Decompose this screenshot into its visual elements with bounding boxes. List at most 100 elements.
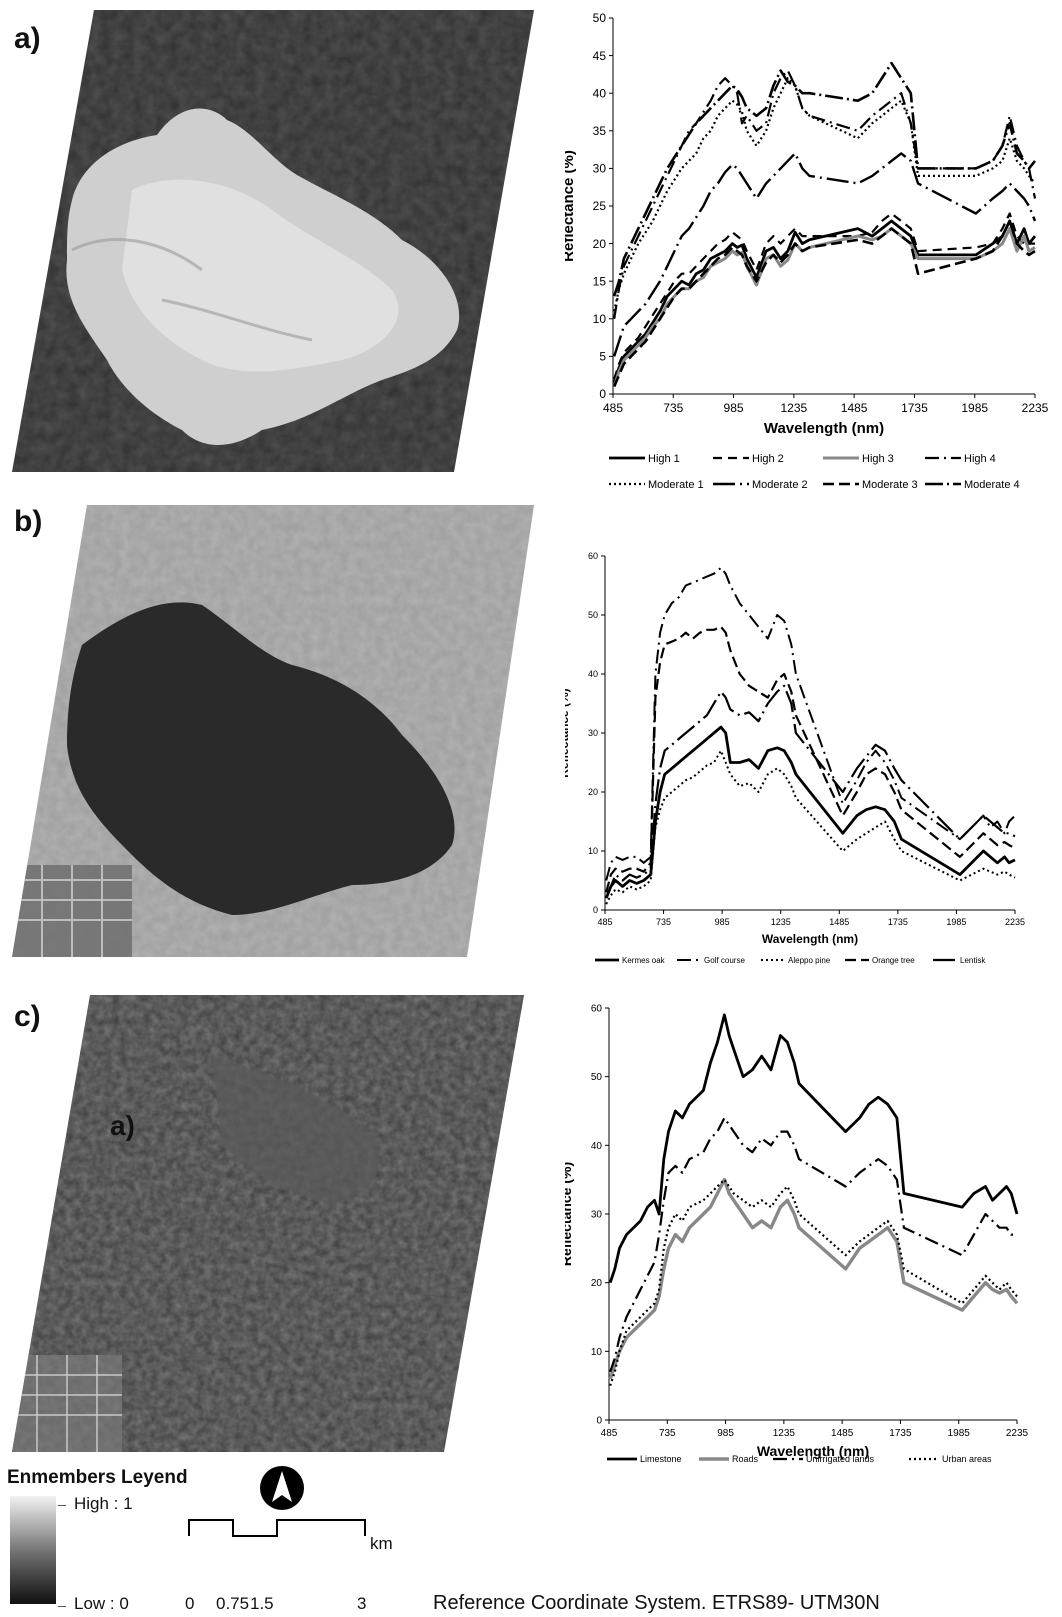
legend-label: Aleppo pine xyxy=(788,956,831,965)
y-tick-label: 0 xyxy=(593,905,598,915)
x-tick-label: 735 xyxy=(659,1428,676,1439)
legend-label: Orange tree xyxy=(872,956,915,965)
x-tick-label: 485 xyxy=(603,401,623,415)
endmember-legend-title: Enmembers Leyend xyxy=(7,1467,188,1488)
x-tick-label: 735 xyxy=(663,401,683,415)
y-tick-label: 10 xyxy=(591,1347,603,1358)
series-line-kermes-oak xyxy=(604,725,1016,899)
y-tick-label: 40 xyxy=(588,669,598,679)
y-tick-label: 5 xyxy=(599,350,606,364)
reference-coordinate-system: Reference Coordinate System. ETRS89- UTM… xyxy=(433,1592,880,1614)
x-tick-label: 985 xyxy=(717,1428,734,1439)
legend-label: Moderate 2 xyxy=(752,479,808,490)
y-tick-label: 30 xyxy=(593,162,607,176)
legend-label: High 1 xyxy=(648,453,680,465)
satellite-map-c: a) xyxy=(12,995,524,1452)
x-tick-label: 485 xyxy=(601,1428,618,1439)
x-tick-label: 1735 xyxy=(888,917,908,927)
legend-label: Limestone xyxy=(640,1454,682,1464)
x-tick-label: 2235 xyxy=(1006,1428,1029,1439)
x-tick-label: 1485 xyxy=(841,401,868,415)
y-axis-title: Reflectance (%) xyxy=(565,150,577,262)
scale-tick-15: 1.5 xyxy=(250,1594,274,1613)
x-tick-label: 1235 xyxy=(773,1428,796,1439)
series-line-limestone xyxy=(608,1013,1019,1284)
y-tick-label: 35 xyxy=(593,124,607,138)
y-tick-label: 40 xyxy=(593,86,607,100)
series-line-golf-course xyxy=(605,566,1016,881)
legend-high-label: High : 1 xyxy=(74,1494,133,1513)
y-tick-label: 60 xyxy=(591,1004,603,1015)
satellite-map-a xyxy=(12,10,534,472)
gradient-tick-high xyxy=(58,1505,66,1506)
series-line-moderate-1 xyxy=(613,77,1036,312)
y-tick-label: 45 xyxy=(593,49,607,63)
x-tick-label: 1735 xyxy=(901,401,928,415)
x-tick-label: 985 xyxy=(715,917,730,927)
series-line-high-3 xyxy=(612,227,1036,387)
legend-label: Urban areas xyxy=(942,1454,992,1464)
y-tick-label: 50 xyxy=(588,610,598,620)
series-line-moderate-2 xyxy=(613,152,1037,357)
y-tick-label: 10 xyxy=(588,846,598,856)
series-line-lentisk xyxy=(605,684,1016,899)
legend-label: Moderate 3 xyxy=(862,479,918,490)
gradient-tick-low xyxy=(58,1606,66,1607)
north-arrow-icon xyxy=(260,1466,304,1510)
y-tick-label: 40 xyxy=(591,1141,603,1152)
x-tick-label: 1235 xyxy=(771,917,791,927)
legend-label: High 2 xyxy=(752,453,784,465)
x-tick-label: 2235 xyxy=(1005,917,1025,927)
x-axis-title: Wavelength (nm) xyxy=(762,932,858,946)
legend-label: Moderate 1 xyxy=(648,479,704,490)
x-tick-label: 1485 xyxy=(829,917,849,927)
series-line-high-2 xyxy=(613,212,1035,380)
panel-label-a: a) xyxy=(14,22,41,55)
y-tick-label: 60 xyxy=(588,551,598,561)
y-tick-label: 50 xyxy=(593,11,607,25)
y-tick-label: 20 xyxy=(588,787,598,797)
series-line-roads xyxy=(608,1177,1019,1380)
y-tick-label: 50 xyxy=(591,1072,603,1083)
y-axis-title: Reflectance (%) xyxy=(565,688,571,777)
legend-label: Golf course xyxy=(704,956,745,965)
legend-label: Kermes oak xyxy=(622,956,666,965)
x-tick-label: 735 xyxy=(656,917,671,927)
series-line-high-4 xyxy=(613,69,1037,319)
series-line-unirrigated-lands xyxy=(609,1116,1017,1373)
y-tick-label: 25 xyxy=(593,199,607,213)
legend-label: High 3 xyxy=(862,453,894,465)
panel-label-b: b) xyxy=(14,505,43,538)
x-tick-label: 1235 xyxy=(781,401,808,415)
scale-tick-3: 3 xyxy=(357,1594,367,1613)
x-tick-label: 485 xyxy=(597,917,612,927)
x-tick-label: 2235 xyxy=(1022,401,1049,415)
spectral-chart-b: 0 10 20 30 40 50 60 485 735 985 1235 1485 1735 1985 22… xyxy=(565,551,1025,965)
inset-label: a) xyxy=(110,1110,135,1141)
series-line-moderate-3 xyxy=(613,219,1036,388)
scale-tick-075: 0.75 xyxy=(216,1594,250,1613)
x-tick-label: 1735 xyxy=(889,1428,912,1439)
series-line-urban-areas xyxy=(609,1178,1018,1387)
panel-label-c: c) xyxy=(14,1000,41,1033)
scale-bar xyxy=(188,1519,366,1537)
satellite-map-b xyxy=(12,505,534,957)
series-line-high-1 xyxy=(612,219,1037,384)
endmember-gradient-bar xyxy=(10,1496,56,1604)
y-tick-label: 0 xyxy=(599,387,606,401)
legend-label: Lentisk xyxy=(960,956,986,965)
y-tick-label: 0 xyxy=(596,1416,602,1427)
x-tick-label: 1985 xyxy=(961,401,988,415)
legend-low-label: Low : 0 xyxy=(74,1594,129,1613)
scale-tick-0: 0 xyxy=(185,1594,195,1613)
y-tick-label: 30 xyxy=(588,728,598,738)
x-tick-label: 985 xyxy=(724,401,744,415)
series-line-moderate-4 xyxy=(612,61,1037,297)
x-tick-label: 1985 xyxy=(948,1428,971,1439)
legend-label: High 4 xyxy=(964,453,996,465)
spectral-chart-a: 0 5 10 15 20 25 30 35 40 45 50 485 735 985 1235 1485 173… xyxy=(565,11,1049,490)
spectral-chart-c: 0 10 20 30 40 50 60 485 735 985 1235 1485 1735 1985 22… xyxy=(565,1004,1029,1465)
y-tick-label: 15 xyxy=(593,274,607,288)
x-tick-label: 1485 xyxy=(831,1428,854,1439)
x-axis-title: Wavelength (nm) xyxy=(764,420,884,437)
